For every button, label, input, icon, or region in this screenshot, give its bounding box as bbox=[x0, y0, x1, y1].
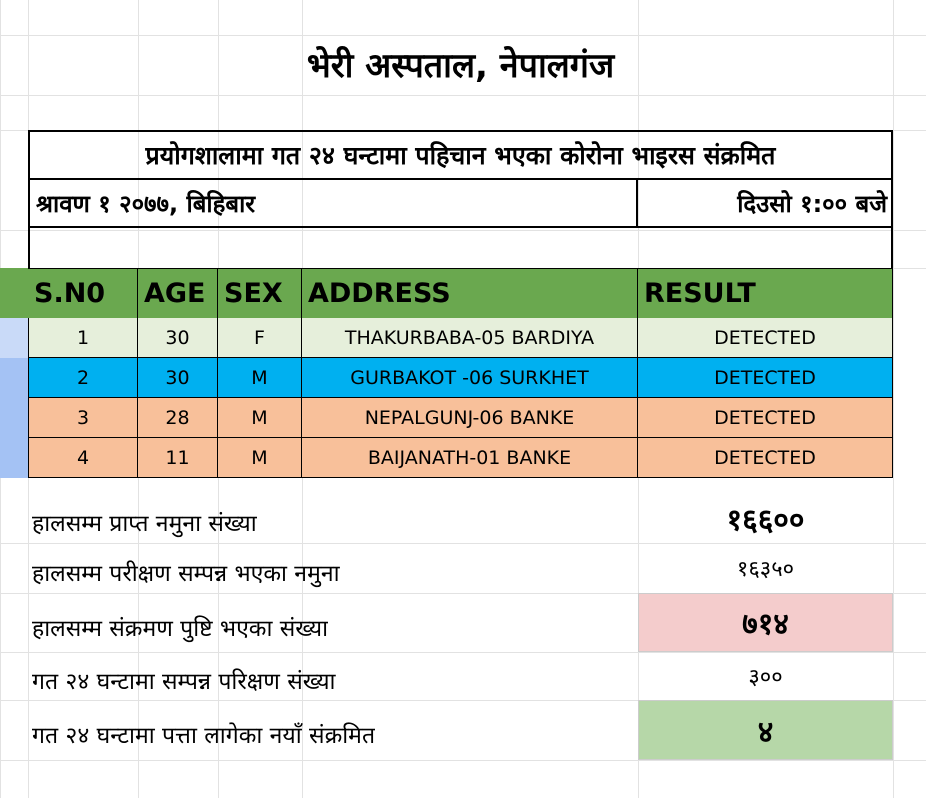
table-cell-result[interactable]: DETECTED bbox=[638, 358, 893, 398]
table-cell-sex[interactable]: M bbox=[218, 438, 302, 478]
summary-label: गत २४ घन्टामा पत्ता लागेका नयाँ संक्रमित bbox=[32, 723, 376, 749]
summary-label: हालसम्म संक्रमण पुष्टि भएका संख्या bbox=[32, 615, 329, 642]
report-date: श्रावण १ २०७७, बिहिबार bbox=[30, 180, 638, 228]
grid-line bbox=[893, 0, 894, 798]
table-cell-result[interactable]: DETECTED bbox=[638, 438, 893, 478]
summary-value[interactable]: ७१४ bbox=[638, 593, 893, 652]
table-cell-sn[interactable]: 2 bbox=[28, 358, 138, 398]
row-selector[interactable] bbox=[0, 318, 28, 358]
table-cell-sex[interactable]: M bbox=[218, 358, 302, 398]
summary-value[interactable]: १६६०० bbox=[726, 502, 805, 538]
grid-line bbox=[0, 652, 926, 653]
report-time: दिउसो १:०० बजे bbox=[638, 180, 891, 228]
grid-line bbox=[0, 95, 926, 96]
summary-value[interactable]: ४ bbox=[638, 700, 893, 760]
row-selector[interactable] bbox=[0, 438, 28, 478]
table-cell-sex[interactable]: F bbox=[218, 318, 302, 358]
table-cell-sn[interactable]: 3 bbox=[28, 398, 138, 438]
table-cell-age[interactable]: 11 bbox=[138, 438, 218, 478]
column-header: ADDRESS bbox=[302, 268, 638, 318]
table-cell-address[interactable]: GURBAKOT -06 SURKHET bbox=[302, 358, 638, 398]
table-cell-sex[interactable]: M bbox=[218, 398, 302, 438]
table-cell-sn[interactable]: 4 bbox=[28, 438, 138, 478]
grid-line bbox=[0, 760, 926, 761]
table-cell-address[interactable]: BAIJANATH-01 BANKE bbox=[302, 438, 638, 478]
table-cell-sn[interactable]: 1 bbox=[28, 318, 138, 358]
table-cell-age[interactable]: 30 bbox=[138, 318, 218, 358]
summary-label: हालसम्म परीक्षण सम्पन्न भएका नमुना bbox=[32, 561, 340, 587]
report-subtitle: प्रयोगशालामा गत २४ घन्टामा पहिचान भएका क… bbox=[30, 132, 891, 180]
table-cell-address[interactable]: NEPALGUNJ-06 BANKE bbox=[302, 398, 638, 438]
summary-label: हालसम्म प्राप्त नमुना संख्या bbox=[32, 511, 257, 537]
table-cell-age[interactable]: 28 bbox=[138, 398, 218, 438]
page-title: भेरी अस्पताल, नेपालगंज bbox=[306, 46, 615, 86]
column-header: AGE bbox=[138, 268, 218, 318]
row-selector[interactable] bbox=[0, 358, 28, 398]
column-header: RESULT bbox=[638, 268, 893, 318]
column-header: SEX bbox=[218, 268, 302, 318]
column-header: S.N0 bbox=[28, 268, 138, 318]
table-cell-result[interactable]: DETECTED bbox=[638, 318, 893, 358]
grid-line bbox=[0, 593, 926, 594]
table-cell-address[interactable]: THAKURBABA-05 BARDIYA bbox=[302, 318, 638, 358]
grid-line bbox=[0, 543, 926, 544]
summary-value[interactable]: ३०० bbox=[748, 665, 783, 690]
table-cell-result[interactable]: DETECTED bbox=[638, 398, 893, 438]
summary-value[interactable]: १६३५० bbox=[736, 557, 795, 582]
grid-line bbox=[0, 230, 926, 231]
grid-line bbox=[0, 35, 926, 36]
row-selector[interactable] bbox=[0, 398, 28, 438]
summary-label: गत २४ घन्टामा सम्पन्न परिक्षण संख्या bbox=[32, 669, 336, 695]
row-header bbox=[0, 268, 28, 318]
table-cell-age[interactable]: 30 bbox=[138, 358, 218, 398]
grid-line bbox=[0, 700, 926, 701]
